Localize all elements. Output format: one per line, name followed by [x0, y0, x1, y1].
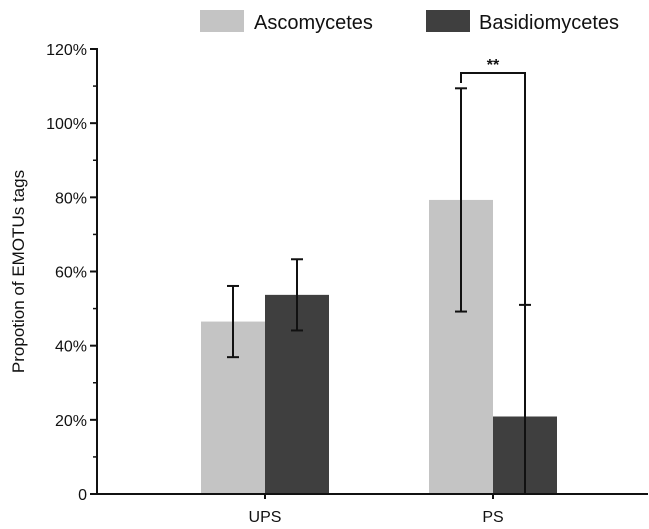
- y-tick-label: 40%: [55, 339, 87, 356]
- error-bars-group: [227, 87, 531, 494]
- legend-label-ascomycetes: Ascomycetes: [254, 12, 373, 34]
- significance-label: **: [487, 57, 500, 74]
- y-tick-label: 0: [78, 487, 87, 504]
- legend-swatch-basidiomycetes: [426, 10, 470, 32]
- y-tick-label: 80%: [55, 190, 87, 207]
- annotations-group: **: [460, 57, 526, 305]
- x-tick-label-ps: PS: [482, 509, 503, 526]
- y-axis-title: Propotion of EMOTUs tags: [9, 170, 28, 373]
- x-tick-label-ups: UPS: [249, 509, 282, 526]
- bars-group: [201, 199, 557, 494]
- y-tick-label: 60%: [55, 265, 87, 282]
- axes-group: 0 20% 40% 60% 80% 100% 120% UPS PS Propotion of E…: [9, 42, 648, 526]
- legend-swatch-ascomycetes: [200, 10, 244, 32]
- legend-label-basidiomycetes: Basidiomycetes: [479, 12, 619, 34]
- y-tick-label: 100%: [46, 116, 87, 133]
- significance-bracket: [460, 72, 526, 305]
- y-tick-label: 20%: [55, 413, 87, 430]
- y-tick-label: 120%: [46, 42, 87, 59]
- legend: Ascomycetes Basidiomycetes: [200, 10, 619, 34]
